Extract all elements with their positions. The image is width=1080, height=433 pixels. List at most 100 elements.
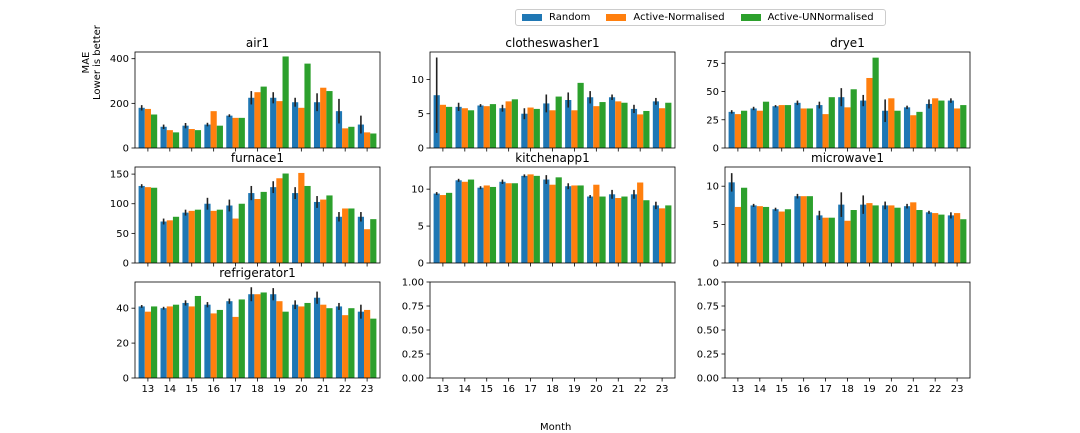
bar-active-normalised-21: [615, 101, 622, 148]
x-tick-label-13: 13: [732, 384, 745, 395]
legend-label-active-unnormalised: Active-UNNormalised: [767, 12, 874, 23]
bar-active-normalised-20: [298, 306, 305, 378]
bar-active-normalised-16: [800, 108, 807, 148]
bar-random-13: [433, 193, 440, 263]
bar-random-14: [455, 180, 462, 263]
x-tick-label-23: 23: [361, 384, 374, 395]
bar-random-15: [182, 212, 189, 263]
bar-active-normalised-14: [756, 206, 763, 263]
bar-random-14: [750, 108, 757, 148]
bar-random-21: [903, 107, 911, 148]
bar-active-unnormalised-20: [304, 185, 311, 263]
bar-active-unnormalised-21: [326, 308, 333, 378]
bar-active-normalised-17: [527, 107, 534, 148]
bar-active-unnormalised-23: [370, 219, 377, 263]
bar-random-14: [160, 308, 167, 378]
x-tick-label-15: 15: [775, 384, 788, 395]
x-tick-label-20: 20: [295, 384, 308, 395]
x-tick-label-21: 21: [612, 384, 625, 395]
bar-active-normalised-19: [866, 77, 873, 148]
bar-random-21: [313, 297, 321, 378]
subplot-refrigerator1: 0 20 40 13 14 15 16 17 18 19 20 21 22 23 refrigerator1: [116, 266, 381, 395]
y-tick-label: 0: [713, 259, 719, 270]
bar-active-unnormalised-17: [828, 97, 835, 148]
y-tick-label: 5: [418, 222, 424, 233]
x-tick-label-21: 21: [317, 384, 330, 395]
bar-active-unnormalised-23: [370, 133, 377, 148]
bar-active-unnormalised-14: [172, 304, 180, 378]
bar-random-15: [477, 187, 484, 263]
legend-swatch-random: [522, 14, 542, 21]
bar-random-21: [313, 201, 321, 263]
bar-random-19: [860, 100, 867, 148]
y-tick-label: 1.00: [697, 278, 719, 289]
bar-active-unnormalised-17: [238, 117, 245, 148]
x-tick-label-20: 20: [885, 384, 898, 395]
bar-random-22: [925, 212, 933, 263]
bar-active-normalised-21: [320, 199, 327, 263]
bar-active-normalised-16: [210, 313, 217, 378]
bar-active-unnormalised-15: [489, 186, 497, 263]
axes-frame: [724, 281, 971, 379]
bar-active-unnormalised-23: [960, 105, 967, 148]
bar-active-unnormalised-19: [282, 311, 289, 378]
bar-active-normalised-16: [505, 101, 512, 148]
bar-random-13: [138, 306, 145, 378]
bar-random-22: [630, 108, 638, 148]
y-tick-label: 0.75: [697, 302, 719, 313]
bar-active-unnormalised-22: [348, 308, 355, 378]
bar-active-normalised-22: [637, 182, 644, 263]
bar-active-unnormalised-14: [172, 216, 180, 263]
bar-active-normalised-17: [232, 218, 239, 263]
bar-active-normalised-14: [461, 181, 468, 263]
bar-active-normalised-13: [144, 311, 151, 378]
bar-random-20: [292, 193, 299, 263]
bar-random-18: [248, 294, 255, 378]
bar-active-unnormalised-16: [216, 309, 223, 378]
x-axis-label: Month: [540, 422, 572, 433]
bar-active-unnormalised-19: [577, 185, 584, 263]
bar-random-21: [313, 102, 321, 148]
bar-active-unnormalised-20: [894, 110, 901, 148]
bar-active-normalised-14: [166, 130, 173, 148]
bar-random-17: [816, 215, 823, 263]
y-tick-label: 25: [706, 115, 719, 126]
subplot-microwave1: 0 5 10 microwave1: [706, 151, 971, 270]
bar-active-unnormalised-19: [872, 205, 879, 263]
subplot-empty-7: 0.00 0.25 0.50 0.75 1.00 13 14 15 16 17 18 19 20 21 22…: [402, 278, 676, 395]
bar-random-15: [772, 106, 779, 148]
bar-active-normalised-19: [276, 178, 283, 263]
y-tick-label: 0: [123, 374, 129, 385]
bar-random-22: [925, 103, 933, 148]
subplot-title: furnace1: [231, 151, 284, 165]
bar-random-21: [903, 206, 911, 263]
x-tick-label-14: 14: [753, 384, 766, 395]
bar-active-normalised-22: [637, 114, 644, 148]
bar-active-normalised-13: [439, 104, 446, 148]
bar-active-normalised-23: [954, 108, 961, 148]
bar-active-unnormalised-14: [762, 101, 770, 148]
bar-random-16: [794, 196, 801, 263]
bar-random-23: [357, 311, 365, 378]
bar-random-22: [335, 216, 343, 263]
bar-random-18: [838, 204, 845, 263]
bar-active-normalised-16: [800, 196, 807, 263]
bar-active-unnormalised-22: [938, 214, 945, 263]
y-tick-label: 50: [116, 229, 129, 240]
subplot-title: clotheswasher1: [505, 36, 599, 50]
bar-active-unnormalised-20: [599, 196, 606, 263]
subplot-air1: 0 200 400 air1: [110, 36, 381, 155]
bar-active-normalised-19: [276, 101, 283, 148]
y-tick-label: 0: [123, 259, 129, 270]
bar-active-normalised-14: [461, 108, 468, 148]
bar-active-normalised-20: [888, 205, 895, 263]
bar-active-normalised-17: [822, 217, 829, 263]
x-tick-label-14: 14: [458, 384, 471, 395]
bar-active-normalised-19: [571, 185, 578, 263]
bar-random-14: [750, 205, 757, 263]
bar-random-13: [728, 111, 735, 148]
bar-active-unnormalised-18: [850, 89, 857, 148]
bar-active-unnormalised-13: [445, 192, 453, 263]
bar-active-unnormalised-19: [282, 173, 289, 263]
